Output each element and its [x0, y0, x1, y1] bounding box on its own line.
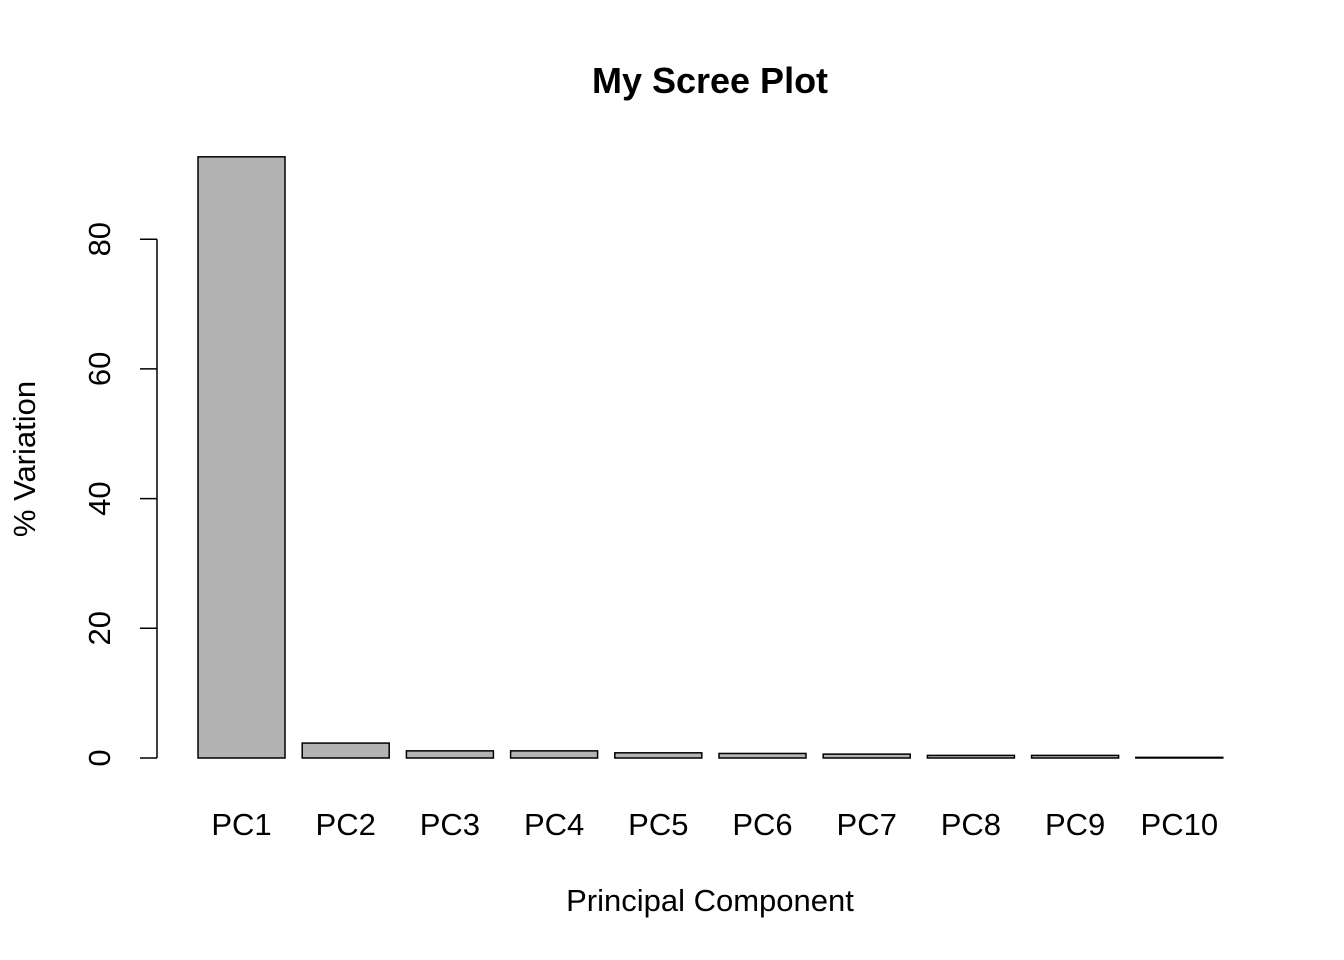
y-tick-label: 40: [82, 481, 117, 515]
chart-title: My Scree Plot: [592, 60, 828, 101]
x-tick-label-pc10: PC10: [1141, 807, 1219, 842]
bar-pc1: [197, 156, 286, 759]
bar-pc9: [1030, 754, 1120, 759]
y-axis: 0 20 40 60 80: [82, 222, 158, 767]
bar-pc4: [509, 750, 599, 759]
bar-pc3: [405, 750, 495, 759]
x-axis-label: Principal Component: [566, 883, 854, 918]
x-tick-label-pc6: PC6: [732, 807, 792, 842]
y-tick-label: 80: [82, 222, 117, 256]
bar-pc7: [822, 753, 911, 759]
bar-pc10: [1135, 756, 1224, 759]
bar-pc5: [614, 752, 703, 759]
bar-series: [197, 156, 1224, 759]
x-tick-label-pc9: PC9: [1045, 807, 1105, 842]
x-tick-label-pc4: PC4: [524, 807, 584, 842]
bar-pc8: [926, 754, 1016, 759]
x-tick-label-pc3: PC3: [420, 807, 480, 842]
y-tick-label: 20: [82, 611, 117, 645]
y-tick-label: 0: [82, 749, 117, 766]
x-tick-labels: PC1 PC2 PC3 PC4 PC5 PC6 PC7 PC8 PC9 PC10: [211, 807, 1218, 842]
x-tick-label-pc7: PC7: [837, 807, 897, 842]
y-tick-label: 60: [82, 352, 117, 386]
x-tick-label-pc2: PC2: [316, 807, 376, 842]
x-tick-label-pc5: PC5: [628, 807, 688, 842]
x-tick-label-pc8: PC8: [941, 807, 1001, 842]
bar-pc6: [718, 752, 807, 759]
y-axis-label: % Variation: [7, 381, 42, 537]
x-tick-label-pc1: PC1: [211, 807, 271, 842]
bar-pc2: [301, 742, 390, 759]
